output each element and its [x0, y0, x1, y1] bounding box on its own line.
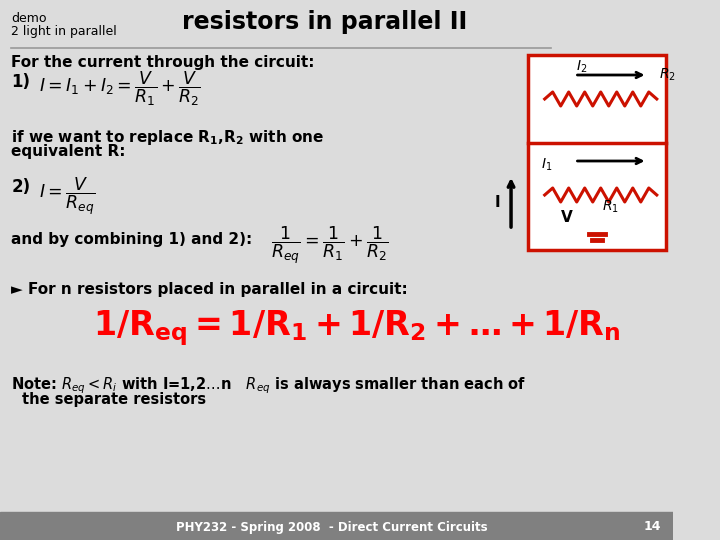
Text: the separate resistors: the separate resistors [22, 392, 207, 407]
Text: V: V [561, 210, 572, 225]
Text: equivalent R:: equivalent R: [12, 144, 126, 159]
Text: $R_2$: $R_2$ [659, 67, 675, 83]
Text: $\mathbf{1/R_{eq} = 1/R_1+1/R_2+\ldots+1/R_n}$: $\mathbf{1/R_{eq} = 1/R_1+1/R_2+\ldots+1… [94, 308, 621, 348]
Bar [0, 512, 672, 540]
Text: $I_2$: $I_2$ [577, 59, 588, 76]
Text: and by combining 1) and 2):: and by combining 1) and 2): [12, 232, 253, 247]
Text: 2): 2) [12, 178, 30, 196]
Text: PHY232 - Spring 2008  - Direct Current Circuits: PHY232 - Spring 2008 - Direct Current Ci… [176, 521, 487, 534]
Text: For the current through the circuit:: For the current through the circuit: [12, 55, 315, 70]
Text: $\dfrac{1}{R_{eq}} = \dfrac{1}{R_1} + \dfrac{1}{R_2}$: $\dfrac{1}{R_{eq}} = \dfrac{1}{R_1} + \d… [271, 224, 388, 266]
Text: I: I [494, 195, 500, 210]
Bar [528, 55, 666, 250]
Text: $I_1$: $I_1$ [541, 157, 552, 173]
Text: $I = \dfrac{V}{R_{eq}}$: $I = \dfrac{V}{R_{eq}}$ [39, 175, 96, 217]
Text: Note: $R_{eq}$$<$$R_i$ with I=1,2$\ldots$n   $R_{eq}$ is always smaller than eac: Note: $R_{eq}$$<$$R_i$ with I=1,2$\ldots… [12, 375, 526, 396]
Text: 14: 14 [644, 521, 661, 534]
Text: demo: demo [12, 12, 47, 25]
Text: $R_1$: $R_1$ [602, 199, 618, 215]
Text: resistors in parallel II: resistors in parallel II [182, 10, 467, 34]
Text: ► For n resistors placed in parallel in a circuit:: ► For n resistors placed in parallel in … [12, 282, 408, 297]
Text: 2 light in parallel: 2 light in parallel [12, 25, 117, 38]
Text: if we want to replace $\mathbf{R_1}$,$\mathbf{R_2}$ with one: if we want to replace $\mathbf{R_1}$,$\m… [12, 128, 325, 147]
Text: $I = I_1 + I_2 = \dfrac{V}{R_1} + \dfrac{V}{R_2}$: $I = I_1 + I_2 = \dfrac{V}{R_1} + \dfrac… [39, 70, 201, 109]
Text: 1): 1) [12, 73, 30, 91]
